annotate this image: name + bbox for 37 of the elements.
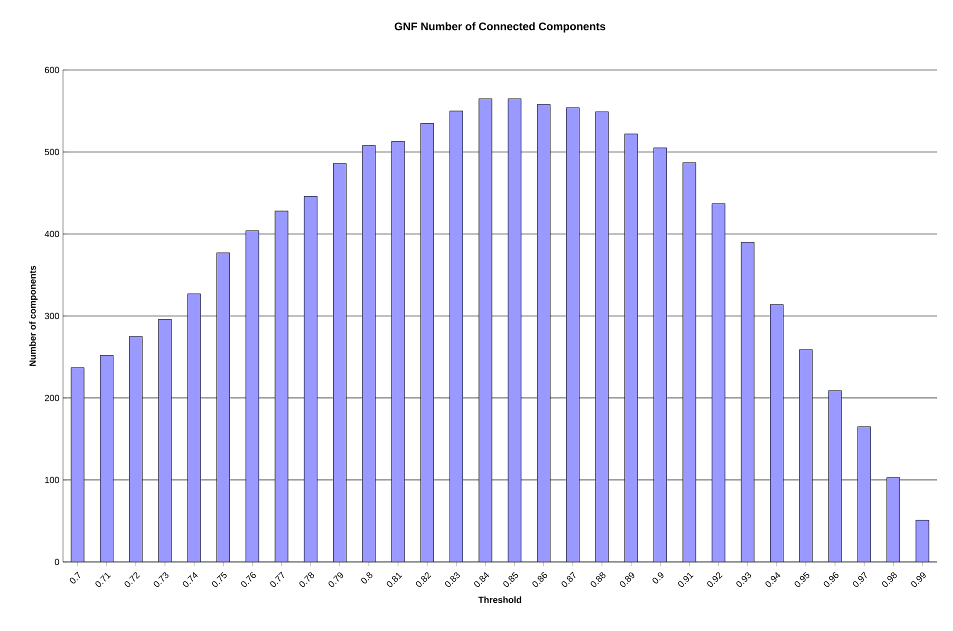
y-tick-label: 100 xyxy=(45,476,60,484)
chart-title: GNF Number of Connected Components xyxy=(394,22,606,32)
x-tick-label: 0.9 xyxy=(652,572,664,584)
x-tick-label: 0.85 xyxy=(503,572,518,587)
x-tick-label: 0.91 xyxy=(678,572,694,587)
x-tick-label: 0.7 xyxy=(70,572,80,584)
x-tick-label: 0.88 xyxy=(590,572,606,587)
x-axis-title: Threshold xyxy=(478,596,522,604)
x-tick-label: 0.84 xyxy=(474,572,490,587)
y-tick-label: 0 xyxy=(54,558,60,566)
x-tick-label: 0.75 xyxy=(212,572,227,587)
x-tick-label: 0.99 xyxy=(911,572,926,587)
x-tick-label: 0.76 xyxy=(241,572,256,587)
x-tick-label: 0.94 xyxy=(766,572,780,587)
x-tick-label: 0.89 xyxy=(620,572,634,587)
y-tick-label: 200 xyxy=(44,394,60,402)
x-tick-label: 0.83 xyxy=(445,572,460,587)
x-tick-label: 0.96 xyxy=(824,572,838,587)
x-tick-label: 0.71 xyxy=(95,572,111,587)
y-tick-label: 300 xyxy=(44,312,60,320)
x-tick-label: 0.92 xyxy=(707,572,723,587)
x-tick-label: 0.95 xyxy=(794,572,810,587)
y-axis-title: Number of components xyxy=(29,266,38,366)
x-tick-label: 0.79 xyxy=(328,572,343,587)
x-tick-label: 0.82 xyxy=(416,572,432,587)
y-tick-label: 500 xyxy=(44,148,60,156)
x-tick-label: 0.73 xyxy=(154,572,168,587)
x-tick-label: 0.72 xyxy=(124,572,140,587)
x-tick-label: 0.74 xyxy=(182,572,198,587)
x-tick-label: 0.78 xyxy=(299,572,314,587)
x-tick-label: 0.93 xyxy=(736,572,752,587)
y-tick-label: 400 xyxy=(44,230,60,238)
x-tick-label: 0.8 xyxy=(361,572,372,584)
x-tick-label: 0.86 xyxy=(532,572,548,587)
x-tick-label: 0.98 xyxy=(882,572,897,587)
x-tick-label: 0.81 xyxy=(386,572,402,587)
y-tick-label: 600 xyxy=(44,66,60,74)
